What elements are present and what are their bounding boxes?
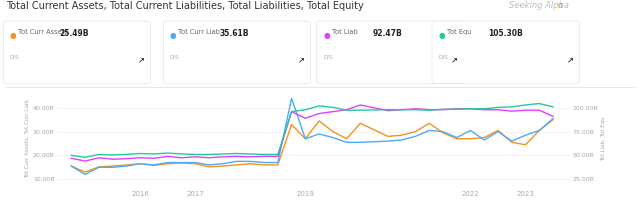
Text: D/S: D/S bbox=[170, 55, 179, 60]
Text: Total Current Assets, Total Current Liabilities, Total Liabilities, Total Equity: Total Current Assets, Total Current Liab… bbox=[6, 1, 364, 11]
Text: ●: ● bbox=[438, 31, 445, 40]
Text: 92.47B: 92.47B bbox=[373, 29, 403, 38]
Text: Tot Equ: Tot Equ bbox=[447, 29, 471, 35]
Text: Seeking Alpha: Seeking Alpha bbox=[509, 1, 569, 10]
Text: 105.30B: 105.30B bbox=[488, 29, 523, 38]
Text: ↗: ↗ bbox=[566, 55, 573, 64]
Text: ↗: ↗ bbox=[298, 55, 305, 64]
Text: ●: ● bbox=[10, 31, 16, 40]
Text: Tot Liab: Tot Liab bbox=[332, 29, 357, 35]
Text: 35.61B: 35.61B bbox=[220, 29, 249, 38]
Text: ↗: ↗ bbox=[451, 55, 458, 64]
Text: Tot Curr Assets: Tot Curr Assets bbox=[18, 29, 68, 35]
Y-axis label: Tot Liab, Tot Equ: Tot Liab, Tot Equ bbox=[601, 116, 606, 161]
Text: D/S: D/S bbox=[10, 55, 19, 60]
Text: D/S: D/S bbox=[323, 55, 333, 60]
Text: Tot Curr Liab: Tot Curr Liab bbox=[178, 29, 220, 35]
Text: ●: ● bbox=[170, 31, 176, 40]
Y-axis label: Tot Curr Assets, Tot Curr Liab: Tot Curr Assets, Tot Curr Liab bbox=[25, 99, 30, 178]
Text: ↗: ↗ bbox=[138, 55, 145, 64]
Text: α: α bbox=[557, 1, 563, 10]
Text: D/S: D/S bbox=[438, 55, 448, 60]
Text: 25.49B: 25.49B bbox=[60, 29, 89, 38]
Text: ●: ● bbox=[323, 31, 330, 40]
